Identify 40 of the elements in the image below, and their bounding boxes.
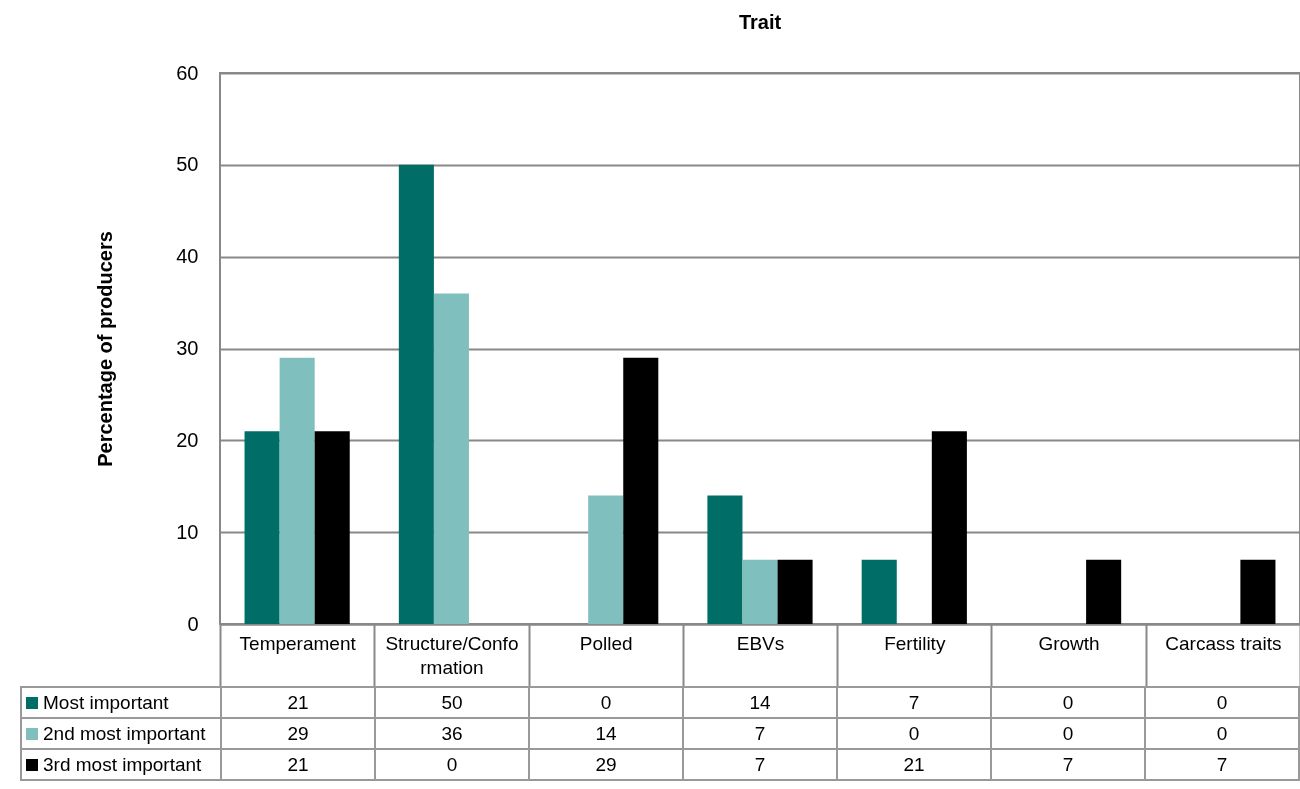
x-tick-label: Carcass traits — [1165, 632, 1282, 654]
x-tick-label: Fertility — [884, 632, 946, 654]
x-tick-label: Structure/Conformation — [385, 632, 519, 678]
data-label: 0 — [990, 718, 1145, 749]
data-label: 0 — [1144, 687, 1299, 718]
data-label: 50 — [374, 687, 529, 718]
data-label: 14 — [528, 718, 683, 749]
data-label: 0 — [836, 718, 991, 749]
data-label: 21 — [836, 749, 991, 780]
x-tick-label: Growth — [1038, 632, 1100, 654]
y-tick-label: 10 — [176, 520, 199, 543]
x-tick-label: EBVs — [736, 632, 785, 654]
data-label: 7 — [990, 749, 1145, 780]
data-label: 7 — [682, 749, 837, 780]
y-tick-label: 60 — [176, 61, 199, 84]
data-label: 0 — [374, 749, 529, 780]
data-label: 7 — [682, 718, 837, 749]
y-tick-label: 0 — [187, 612, 199, 635]
data-label: 7 — [1144, 749, 1299, 780]
y-tick-label: 20 — [176, 428, 199, 451]
legend-label: 2nd most important — [21, 718, 221, 749]
legend-label: Most important — [21, 687, 221, 718]
y-axis-title: Percentage of producers — [94, 231, 117, 467]
data-label: 14 — [682, 687, 837, 718]
data-label: 0 — [1144, 718, 1299, 749]
x-axis-title: Trait — [738, 11, 782, 33]
data-label: 29 — [528, 749, 683, 780]
data-label: 7 — [836, 687, 991, 718]
data-label: 29 — [220, 718, 375, 749]
y-tick-label: 30 — [176, 337, 199, 359]
data-label: 21 — [220, 687, 375, 718]
y-tick-label: 50 — [176, 153, 199, 176]
data-label: 36 — [374, 718, 529, 749]
x-tick-label: Polled — [579, 632, 633, 654]
data-label: 0 — [990, 687, 1145, 718]
data-label: 0 — [528, 687, 683, 718]
x-tick-label: Temperament — [239, 632, 357, 654]
legend-label: 3rd most important — [21, 749, 221, 780]
y-tick-label: 40 — [176, 245, 199, 268]
data-label: 21 — [220, 749, 375, 780]
